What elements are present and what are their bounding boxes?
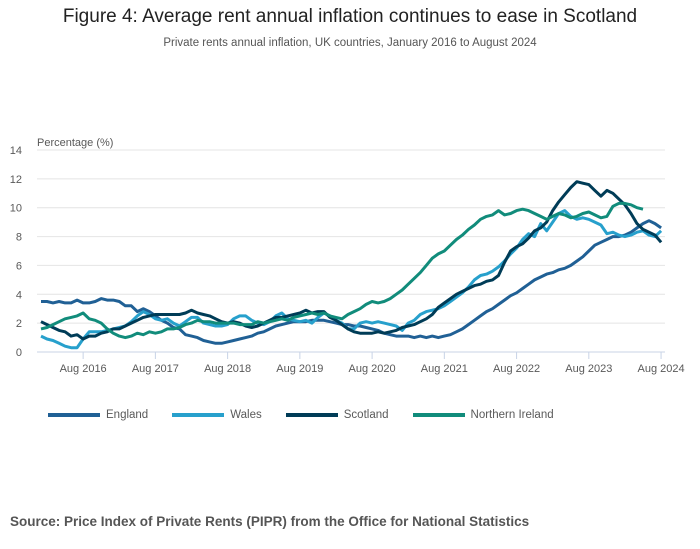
- chart-title: Figure 4: Average rent annual inflation …: [62, 6, 638, 27]
- source-note: Source: Price Index of Private Rents (PI…: [10, 514, 530, 529]
- x-tick-label: Aug 2019: [276, 363, 323, 375]
- y-tick-label: 4: [16, 289, 22, 301]
- series-line-england[interactable]: [41, 219, 662, 345]
- x-tick-label: Aug 2020: [349, 363, 396, 375]
- legend-swatch: [48, 413, 100, 417]
- series-line-northern-ireland[interactable]: [40, 201, 644, 340]
- legend-item-wales[interactable]: Wales: [172, 409, 262, 421]
- legend: England Wales Scotland Northern Ireland: [48, 409, 578, 421]
- x-tick-label: Aug 2021: [421, 363, 468, 375]
- legend-label: England: [106, 409, 149, 421]
- x-tick-label: Aug 2018: [204, 363, 251, 375]
- x-tick-label: Aug 2022: [493, 363, 540, 375]
- legend-swatch: [412, 413, 465, 417]
- legend-item-northern-ireland[interactable]: Northern Ireland: [412, 409, 554, 421]
- x-tick-label: Aug 2024: [638, 363, 685, 375]
- gridlines: [37, 149, 665, 353]
- x-tick-label: Aug 2017: [132, 363, 179, 375]
- legend-swatch: [285, 413, 338, 417]
- y-tick-label: 2: [16, 318, 22, 330]
- chart-subtitle: Private rents annual inflation, UK count…: [163, 37, 537, 49]
- series-line-scotland[interactable]: [40, 180, 663, 341]
- legend-item-scotland[interactable]: Scotland: [285, 409, 389, 421]
- legend-label: Northern Ireland: [470, 409, 554, 421]
- legend-item-england[interactable]: England: [48, 409, 148, 421]
- y-axis-label: Percentage (%): [37, 137, 113, 149]
- y-axis-ticks: 0 2 4 6 8 10 12 14: [10, 145, 22, 359]
- series-lines: [40, 180, 663, 350]
- y-tick-label: 14: [10, 145, 22, 157]
- x-tick-label: Aug 2023: [565, 363, 612, 375]
- y-tick-label: 0: [16, 347, 22, 359]
- x-tick-label: Aug 2016: [60, 363, 107, 375]
- legend-swatch: [172, 413, 225, 417]
- legend-label: Wales: [230, 409, 262, 421]
- x-axis-ticks: Aug 2016 Aug 2017 Aug 2018 Aug 2019 Aug 2020…: [60, 352, 685, 375]
- series-line-wales[interactable]: [40, 209, 663, 350]
- legend-label: Scotland: [343, 409, 389, 421]
- y-tick-label: 10: [10, 203, 22, 215]
- y-tick-label: 12: [10, 174, 22, 186]
- y-tick-label: 6: [16, 260, 22, 272]
- y-tick-label: 8: [16, 232, 22, 244]
